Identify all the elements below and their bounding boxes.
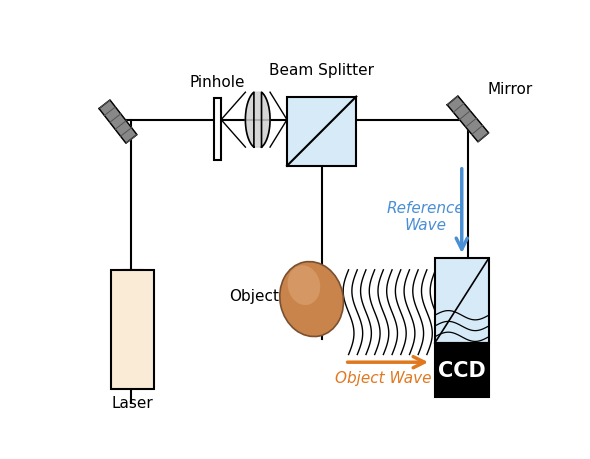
Bar: [214, 99, 221, 160]
Ellipse shape: [280, 262, 343, 337]
Bar: [287, 97, 356, 167]
Bar: [435, 259, 489, 343]
Ellipse shape: [287, 266, 320, 305]
Text: Reference
Wave: Reference Wave: [386, 200, 464, 233]
Text: Pinhole: Pinhole: [190, 74, 245, 90]
Polygon shape: [245, 93, 270, 148]
Bar: [112, 270, 154, 389]
Polygon shape: [99, 101, 137, 144]
Bar: [435, 343, 489, 397]
Text: Mirror: Mirror: [487, 82, 532, 97]
Text: Laser: Laser: [112, 396, 153, 410]
Text: Object: Object: [229, 288, 279, 303]
Bar: [123, 270, 142, 285]
Text: Object Wave: Object Wave: [335, 370, 431, 385]
Text: Beam Splitter: Beam Splitter: [269, 63, 374, 78]
Text: CCD: CCD: [438, 360, 486, 380]
Polygon shape: [447, 97, 489, 142]
